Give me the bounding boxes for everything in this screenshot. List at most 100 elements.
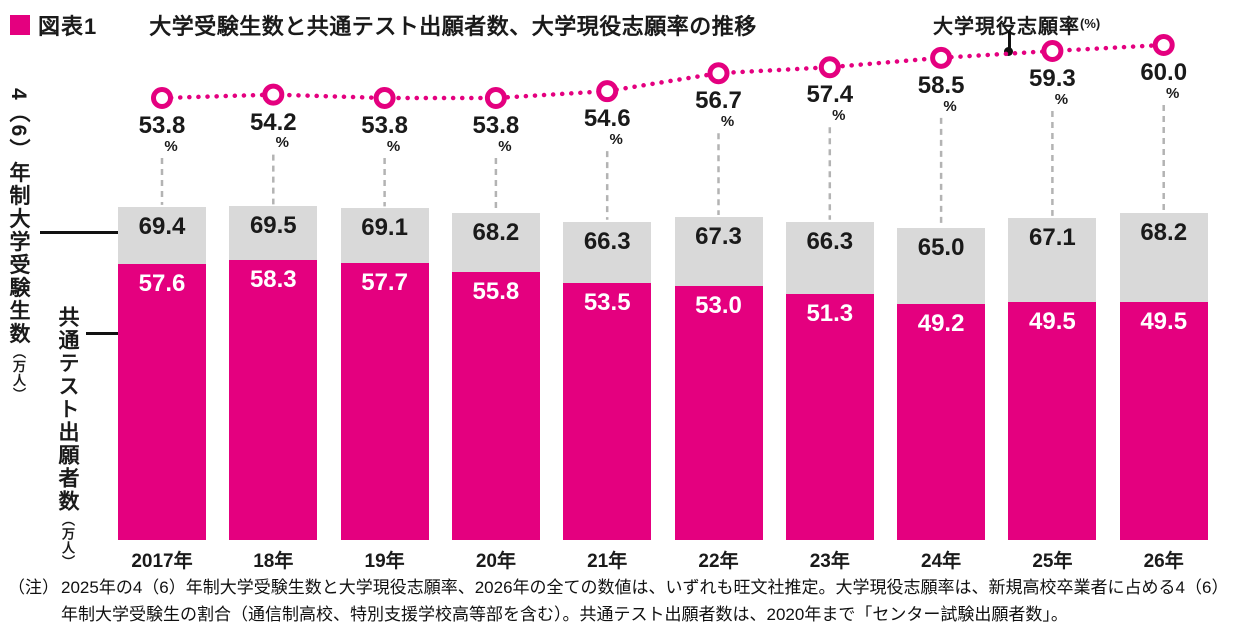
x-axis-label: 26年 <box>1143 551 1184 572</box>
rate-unit: % <box>1054 90 1069 108</box>
bar-common-segment <box>785 293 874 540</box>
common-pointer-line <box>86 332 126 335</box>
rate-unit: % <box>720 113 735 131</box>
rate-label: 53.8% <box>133 112 191 156</box>
rate-label: 53.8% <box>356 113 413 156</box>
bar-group: 66.3 51.3 <box>785 221 874 540</box>
pink-square-icon <box>10 15 30 35</box>
bar-group: 66.3 53.5 <box>563 221 652 540</box>
y-axis-label-total: 4（6）年制大学受験生数（万人） <box>7 88 30 402</box>
footnote-label: （注） <box>8 578 59 597</box>
bar-group: 68.2 49.5 <box>1119 212 1208 540</box>
rate-marker <box>596 80 619 103</box>
bar-group: 67.3 53.0 <box>674 216 763 540</box>
rate-marker <box>930 46 953 69</box>
bar-common-value: 55.8 <box>472 278 520 306</box>
bar-total-value: 66.3 <box>583 227 631 255</box>
rate-value: 54.2 <box>249 108 297 136</box>
rate-value: 56.7 <box>695 87 742 115</box>
rate-unit: % <box>164 137 178 155</box>
x-axis-label: 23年 <box>809 551 850 572</box>
bar-common-value: 51.3 <box>806 299 854 327</box>
bar-common-segment <box>674 285 763 540</box>
rate-unit: % <box>943 97 957 115</box>
x-axis-label: 21年 <box>587 551 628 572</box>
rate-legend-unit: (%) <box>1080 16 1101 31</box>
bar-total-value: 66.3 <box>806 227 854 255</box>
bar-total-value: 67.3 <box>695 222 742 250</box>
rate-label: 58.5% <box>912 71 970 115</box>
figure-title: 大学受験生数と共通テスト出願者数、大学現役志願率の推移 <box>149 14 757 39</box>
x-axis-label: 22年 <box>698 551 739 572</box>
bar-total-value: 69.1 <box>361 214 408 242</box>
rate-legend: 大学現役志願率(%) <box>933 10 1100 39</box>
bar-total-value: 65.0 <box>917 234 965 261</box>
bar-group: 69.5 58.3 <box>229 206 318 540</box>
y-axis-label-total-text: 4（6）年制大学受験生数 <box>7 88 30 346</box>
rate-label: 53.8% <box>467 112 525 156</box>
bar-common-segment <box>563 283 652 540</box>
rate-unit: % <box>275 134 289 152</box>
bar-common-value: 57.6 <box>138 269 186 297</box>
bar-group: 69.1 57.7 <box>340 208 429 540</box>
rate-value: 59.3 <box>1029 64 1076 92</box>
rate-marker <box>484 87 507 109</box>
bar-common-value: 57.7 <box>361 269 408 297</box>
x-axis-label: 2017年 <box>131 551 193 572</box>
bar-total-value: 67.1 <box>1029 223 1076 251</box>
bar-total-value: 68.2 <box>1140 218 1188 246</box>
y-axis-label-common-unit: （万人） <box>60 513 75 569</box>
bar-total-value: 69.5 <box>249 212 297 240</box>
legend-pointer-line <box>1008 31 1011 50</box>
rate-label: 59.3% <box>1024 64 1081 109</box>
bar-common-segment <box>897 303 986 540</box>
bar-common-value: 49.5 <box>1140 308 1188 336</box>
figure-header: 図表1 大学受験生数と共通テスト出願者数、大学現役志願率の推移 <box>10 9 757 41</box>
rate-value: 54.6 <box>583 105 631 133</box>
bar-common-value: 58.3 <box>249 266 297 294</box>
rate-unit: % <box>1166 84 1180 102</box>
footnote: （注） 2025年の4（6）年制大学受験生数と大学現役志願率、2026年の全ての… <box>8 574 1228 628</box>
bar-group: 69.4 57.6 <box>118 206 206 540</box>
rate-marker <box>707 62 730 85</box>
footnote-text: 2025年の4（6）年制大学受験生数と大学現役志願率、2026年の全ての数値は、… <box>61 578 1220 625</box>
rate-label: 54.2% <box>244 108 302 152</box>
legend-pointer-dot <box>1004 47 1013 56</box>
y-axis-label-total-unit: （万人） <box>11 345 26 402</box>
rate-value: 53.8 <box>472 112 520 139</box>
x-axis-label: 19年 <box>364 551 405 572</box>
bar-common-value: 49.5 <box>1029 308 1076 336</box>
rate-marker <box>262 83 285 106</box>
rate-value: 60.0 <box>1140 58 1188 86</box>
rate-marker <box>373 87 396 109</box>
x-axis-label: 18年 <box>253 551 294 572</box>
x-axis-label: 24年 <box>921 551 962 572</box>
bar-group: 67.1 49.5 <box>1008 217 1097 540</box>
rate-value: 58.5 <box>917 71 965 99</box>
bar-common-value: 53.0 <box>695 291 742 319</box>
rate-value: 53.8 <box>138 112 186 139</box>
bar-group: 65.0 49.2 <box>897 228 986 540</box>
rate-marker <box>818 56 841 79</box>
rate-unit: % <box>609 131 623 149</box>
rate-label: 54.6% <box>578 105 636 149</box>
bar-common-segment <box>229 260 318 540</box>
y-axis-label-common: 共通テスト出願者数（万人） <box>56 306 79 569</box>
rate-legend-label: 大学現役志願率 <box>933 16 1080 38</box>
bar-group: 68.2 55.8 <box>451 212 540 540</box>
bar-common-segment <box>1119 302 1208 540</box>
x-axis-label: 25年 <box>1032 551 1073 572</box>
rate-marker <box>1041 39 1064 62</box>
rate-unit: % <box>498 137 512 155</box>
rate-marker <box>1152 33 1175 56</box>
bar-common-segment <box>1008 302 1097 540</box>
y-axis-label-common-text: 共通テスト出願者数 <box>56 306 79 513</box>
rate-label: 56.7% <box>690 87 747 131</box>
rate-unit: % <box>386 137 401 155</box>
rate-label: 57.4% <box>801 82 859 125</box>
rate-unit: % <box>832 107 846 125</box>
bar-total-value: 69.4 <box>138 212 186 240</box>
rate-line <box>159 42 1166 101</box>
bar-total-value: 68.2 <box>472 218 520 246</box>
